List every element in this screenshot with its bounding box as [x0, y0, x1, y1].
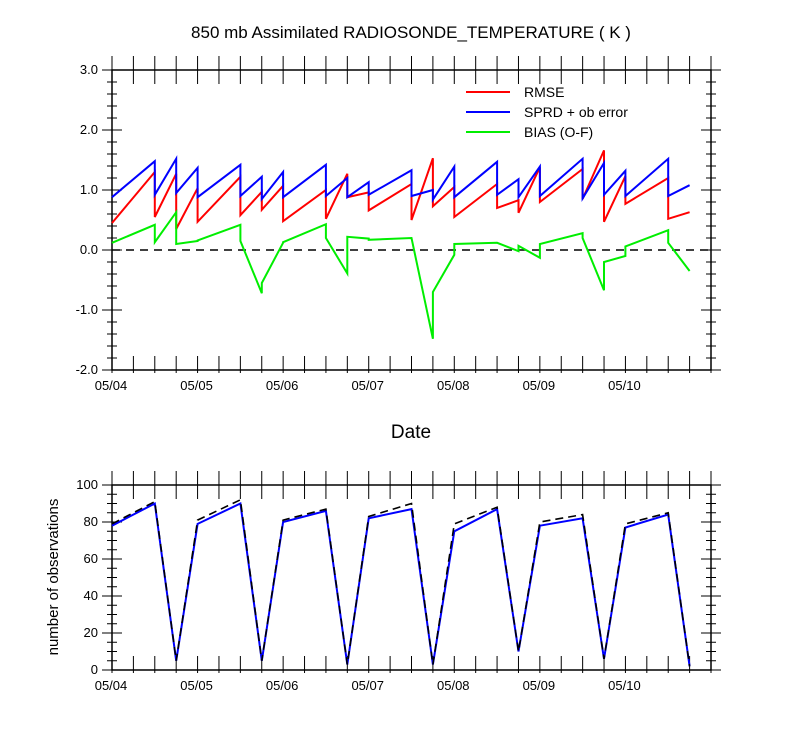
bottom-ytick-label: 0: [91, 662, 98, 677]
top-series-bias-o-f-line: [111, 209, 691, 340]
top-ytick-label: -1.0: [76, 302, 98, 317]
top-xtick-label: 05/09: [523, 378, 556, 393]
bottom-plot-area: 05/04 05/05 05/06 05/07 05/08 05/09 05/10 0 20 40…: [76, 471, 721, 693]
bottom-xtick-label: 05/07: [351, 678, 384, 693]
top-ytick-label: 2.0: [80, 122, 98, 137]
top-ytick-label: 1.0: [80, 182, 98, 197]
top-xtick-label: 05/05: [180, 378, 213, 393]
top-xtick-label: 05/08: [437, 378, 470, 393]
bottom-ytick-label: 20: [84, 625, 98, 640]
top-plot-area: 05/04 05/05 05/06 05/07 05/08 05/09 05/10 -2.0 -…: [76, 56, 721, 393]
top-xtick-label: 05/10: [608, 378, 641, 393]
top-ytick-label: -2.0: [76, 362, 98, 377]
bottom-ytick-label: 80: [84, 514, 98, 529]
bottom-xtick-label: 05/08: [437, 678, 470, 693]
bottom-xtick-label: 05/10: [608, 678, 641, 693]
top-legend-label: RMSE: [524, 84, 564, 100]
top-xtick-label: 05/04: [95, 378, 128, 393]
top-xtick-label: 05/07: [351, 378, 384, 393]
top-xtick-label: 05/06: [266, 378, 299, 393]
bottom-ytick-label: 100: [76, 477, 98, 492]
bottom-ytick-label: 60: [84, 551, 98, 566]
bottom-chart-ylabel: number of observations: [45, 499, 62, 656]
bottom-xtick-label: 05/09: [523, 678, 556, 693]
bottom-ytick-label: 40: [84, 588, 98, 603]
top-chart-xlabel: Date: [391, 422, 431, 443]
bottom-series-possible-line: [111, 498, 691, 667]
top-legend-label: SPRD + ob error: [524, 104, 628, 120]
top-chart-title: 850 mb Assimilated RADIOSONDE_TEMPERATUR…: [191, 23, 631, 42]
bottom-xtick-label: 05/05: [180, 678, 213, 693]
top-series-rmse-line: [111, 149, 690, 230]
bottom-xtick-label: 05/04: [95, 678, 128, 693]
top-legend-label: BIAS (O-F): [524, 124, 593, 140]
top-ytick-label: 0.0: [80, 242, 98, 257]
top-ytick-label: 3.0: [80, 62, 98, 77]
bottom-series-assimilated-line: [111, 501, 691, 667]
top-series-sprd-ob-error-line: [111, 155, 691, 203]
bottom-xtick-label: 05/06: [266, 678, 299, 693]
